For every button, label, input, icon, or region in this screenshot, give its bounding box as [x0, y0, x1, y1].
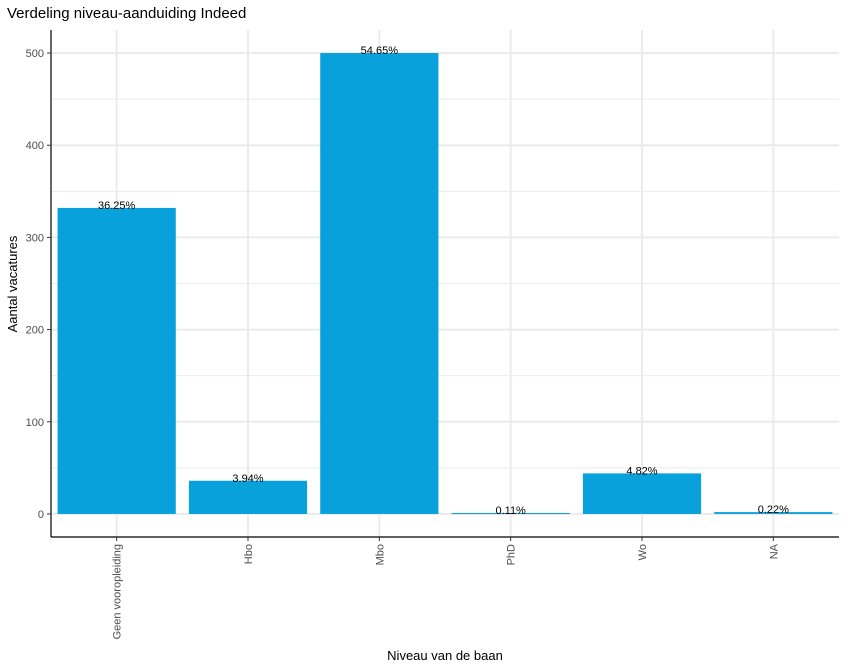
data-label: 0.22% [758, 504, 789, 516]
x-tick-label: Hbo [243, 544, 255, 564]
x-tick-label: NA [768, 543, 780, 559]
data-labels: 36.25% 3.94% 54.65% 0.11% 4.82% 0.22% [98, 45, 789, 517]
bar [714, 512, 833, 514]
x-tick-label: PhD [506, 544, 518, 565]
bar [582, 473, 702, 514]
data-label: 3.94% [232, 473, 263, 485]
chart-title: Verdeling niveau-aanduiding Indeed [7, 5, 246, 22]
y-tick-label: 200 [26, 325, 44, 337]
x-axis-label: Niveau van de baan [387, 648, 503, 663]
bar [451, 513, 570, 515]
bar [57, 207, 176, 514]
bars [57, 53, 833, 515]
y-tick-label: 300 [26, 232, 44, 244]
y-tick-label: 400 [26, 140, 44, 152]
data-label: 4.82% [626, 465, 657, 477]
x-tick-label: Mbo [374, 544, 386, 565]
y-tick-label: 500 [26, 48, 44, 60]
y-tick-label: 100 [26, 417, 44, 429]
y-axis-ticks: 0 100 200 300 400 500 [26, 48, 51, 521]
data-label: 36.25% [98, 200, 136, 212]
x-axis-ticks: Geen vooropleiding Hbo Mbo PhD Wo NA [112, 537, 780, 639]
data-label: 0.11% [495, 505, 526, 517]
data-label: 54.65% [361, 45, 399, 57]
x-tick-label: Wo [637, 544, 649, 560]
bar [320, 53, 439, 514]
y-axis-label: Aantal vacatures [5, 235, 20, 332]
y-tick-label: 0 [38, 509, 44, 521]
bar [188, 480, 308, 514]
x-tick-label: Geen vooropleiding [112, 544, 124, 639]
